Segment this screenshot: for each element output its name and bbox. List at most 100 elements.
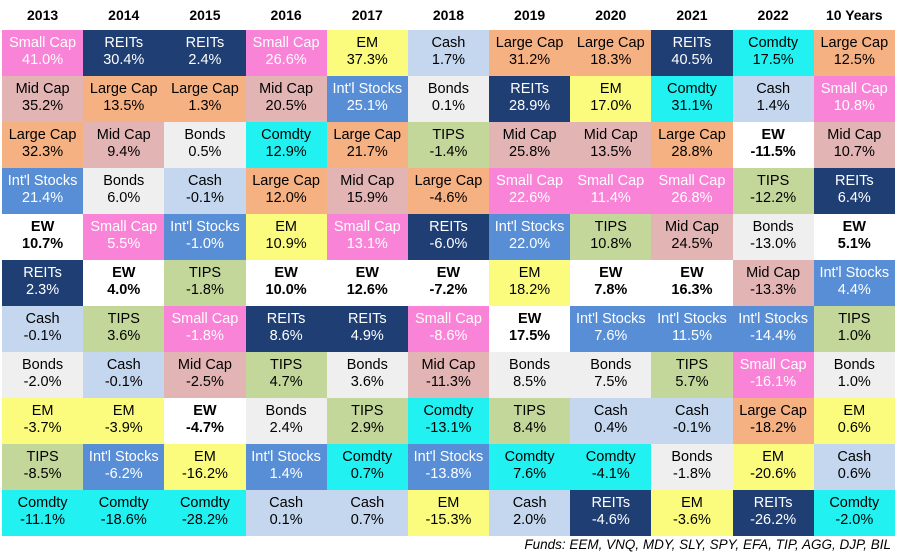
asset-name: Int'l Stocks xyxy=(251,449,321,465)
asset-name: Comdty xyxy=(829,495,880,511)
return-value: 12.0% xyxy=(265,190,307,206)
return-value: 10.8% xyxy=(590,236,632,252)
asset-name: Int'l Stocks xyxy=(7,173,78,189)
table-cell: REITs 2.3% xyxy=(2,260,84,306)
table-cell: Bonds -2.0% xyxy=(2,352,84,398)
asset-name: Int'l Stocks xyxy=(819,265,890,281)
return-value: -13.1% xyxy=(425,420,472,436)
asset-name: EW xyxy=(30,219,55,235)
return-value: 13.1% xyxy=(346,236,388,252)
asset-name: Cash xyxy=(512,495,547,511)
return-value: -1.4% xyxy=(429,144,468,160)
asset-name: EW xyxy=(517,311,542,327)
return-value: 21.4% xyxy=(22,190,64,206)
asset-name: Cash xyxy=(756,81,791,97)
asset-name: REITs xyxy=(185,35,225,51)
asset-name: Bonds xyxy=(103,173,145,189)
asset-name: TIPS xyxy=(513,403,546,419)
asset-name: EW xyxy=(761,127,785,143)
asset-name: Mid Cap xyxy=(664,219,719,235)
table-cell: Large Cap 32.3% xyxy=(2,122,84,168)
table-cell: Mid Cap 25.8% xyxy=(489,122,571,168)
return-value: 4.9% xyxy=(350,328,384,344)
asset-name: EW xyxy=(599,265,623,281)
table-cell: Cash 1.7% xyxy=(407,30,490,76)
return-value: -4.7% xyxy=(185,420,224,436)
asset-name: Int'l Stocks xyxy=(332,81,403,97)
return-value: 12.6% xyxy=(346,282,388,298)
asset-name: EW xyxy=(193,403,217,419)
asset-name: Mid Cap xyxy=(421,357,476,373)
return-value: 26.6% xyxy=(265,52,307,68)
asset-name: Small Cap xyxy=(90,219,158,235)
table-cell: Int'l Stocks 4.4% xyxy=(813,260,895,306)
table-cell: Comdty -18.6% xyxy=(83,490,165,536)
asset-name: EW xyxy=(112,265,136,281)
table-row: Int'l Stocks 21.4% Bonds 6.0% Cash -0.1% Large… xyxy=(2,168,895,214)
table-cell: Int'l Stocks -14.4% xyxy=(732,306,814,352)
asset-name: Mid Cap xyxy=(340,173,395,189)
asset-name: Comdty xyxy=(504,449,555,465)
asset-name: Large Cap xyxy=(820,35,889,51)
table-cell: EW 4.0% xyxy=(83,260,165,306)
return-value: 1.7% xyxy=(431,52,465,68)
return-value: 22.6% xyxy=(509,190,551,206)
table-cell: Int'l Stocks 7.6% xyxy=(570,306,652,352)
return-value: 0.6% xyxy=(837,420,871,436)
asset-name: EW xyxy=(355,265,379,281)
table-cell: EW 7.8% xyxy=(570,260,652,306)
asset-name: Cash xyxy=(188,173,222,189)
return-value: 1.4% xyxy=(756,98,790,114)
return-value: 15.9% xyxy=(346,190,388,206)
asset-name: Mid Cap xyxy=(15,81,70,97)
table-cell: REITs 40.5% xyxy=(651,30,733,76)
return-value: 41.0% xyxy=(22,52,64,68)
table-cell: Bonds 3.6% xyxy=(326,352,408,398)
asset-name: EM xyxy=(437,495,460,511)
asset-name: REITs xyxy=(23,265,62,281)
asset-name: Small Cap xyxy=(9,35,77,51)
asset-name: Mid Cap xyxy=(502,127,557,143)
return-value: -6.2% xyxy=(104,466,143,482)
table-row: TIPS -8.5% Int'l Stocks -6.2% EM -16.2% Int'l … xyxy=(2,444,895,490)
return-value: 28.8% xyxy=(671,144,713,160)
return-value: 0.7% xyxy=(350,466,384,482)
asset-name: Small Cap xyxy=(415,311,482,327)
return-value: -16.1% xyxy=(750,374,797,390)
table-cell: Cash -0.1% xyxy=(164,168,246,214)
table-cell: Bonds 0.5% xyxy=(164,122,246,168)
asset-name: EW xyxy=(274,265,298,281)
return-value: 7.5% xyxy=(594,374,628,390)
table-cell: Large Cap 13.5% xyxy=(83,76,165,122)
asset-name: EW xyxy=(436,265,461,281)
table-cell: Large Cap -4.6% xyxy=(407,168,490,214)
table-cell: Large Cap 12.0% xyxy=(245,168,327,214)
table-cell: Large Cap 28.8% xyxy=(651,122,733,168)
table-cell: EW 16.3% xyxy=(651,260,733,306)
table-cell: EM 37.3% xyxy=(326,30,408,76)
table-cell: Mid Cap -13.3% xyxy=(732,260,814,306)
asset-name: EM xyxy=(843,403,866,419)
return-value: 5.1% xyxy=(837,236,871,252)
table-cell: EW -7.2% xyxy=(407,260,490,306)
table-cell: TIPS 8.4% xyxy=(489,398,571,444)
return-value: 7.6% xyxy=(594,328,628,344)
return-value: 5.7% xyxy=(675,374,709,390)
table-cell: TIPS 2.9% xyxy=(326,398,408,444)
return-value: 20.5% xyxy=(265,98,307,114)
table-cell: TIPS 10.8% xyxy=(570,214,652,260)
asset-name: TIPS xyxy=(432,127,465,143)
asset-name: Bonds xyxy=(22,357,64,373)
asset-name: REITs xyxy=(347,311,387,327)
asset-name: Bonds xyxy=(752,219,794,235)
return-value: 28.9% xyxy=(509,98,551,114)
return-value: -20.6% xyxy=(750,466,797,482)
return-value: 2.4% xyxy=(188,52,222,68)
return-value: 5.5% xyxy=(107,236,141,252)
return-value: -15.3% xyxy=(425,512,472,528)
table-row: EM -3.7% EM -3.9% EW -4.7% Bonds 2.4% TIPS 2.9% Co… xyxy=(2,398,895,444)
return-value: -1.8% xyxy=(673,466,711,482)
asset-name: Bonds xyxy=(184,127,226,143)
table-cell: Small Cap 41.0% xyxy=(2,30,84,76)
asset-name: Int'l Stocks xyxy=(575,311,646,327)
